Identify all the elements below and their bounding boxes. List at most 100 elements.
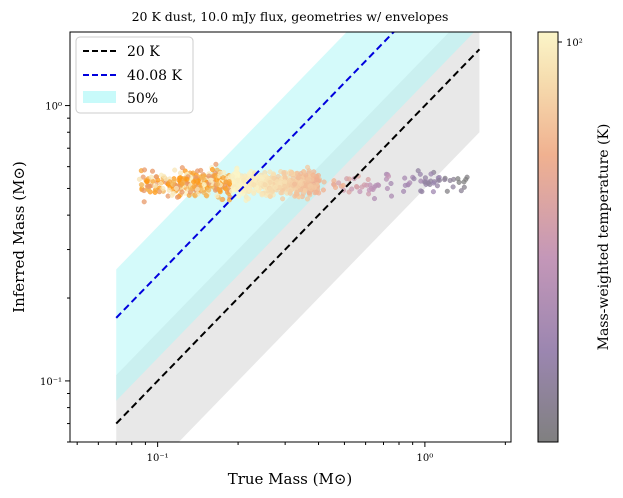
data-point bbox=[152, 183, 158, 189]
data-point bbox=[431, 180, 437, 186]
data-point bbox=[298, 187, 304, 193]
y-tick-label: 10⁻¹ bbox=[40, 377, 62, 388]
data-point bbox=[199, 175, 205, 181]
data-point bbox=[289, 169, 295, 175]
data-point bbox=[169, 192, 175, 198]
data-point bbox=[157, 180, 163, 186]
data-point bbox=[219, 197, 225, 203]
data-point bbox=[144, 179, 150, 185]
data-point bbox=[442, 177, 448, 183]
data-point bbox=[160, 185, 166, 191]
x-axis-label: True Mass (M⊙) bbox=[228, 470, 353, 488]
data-point bbox=[336, 180, 342, 186]
data-point bbox=[354, 184, 360, 190]
data-point bbox=[267, 179, 273, 185]
data-point bbox=[458, 188, 464, 194]
data-point bbox=[386, 173, 392, 179]
data-point bbox=[250, 188, 256, 194]
data-point bbox=[331, 178, 337, 184]
data-point bbox=[259, 192, 265, 198]
data-point bbox=[428, 171, 434, 177]
data-point bbox=[292, 181, 298, 187]
data-point bbox=[204, 193, 210, 199]
data-point bbox=[258, 180, 264, 186]
data-point bbox=[179, 189, 185, 195]
x-tick-label: 10⁰ bbox=[417, 453, 434, 464]
data-point bbox=[220, 175, 226, 181]
data-point bbox=[267, 169, 273, 175]
data-point bbox=[305, 176, 311, 182]
data-point bbox=[411, 176, 417, 182]
data-point bbox=[173, 185, 179, 191]
data-point bbox=[229, 188, 235, 194]
data-point bbox=[434, 183, 440, 189]
colorbar: 10² Mass-weighted temperature (K) bbox=[537, 31, 612, 443]
data-point bbox=[138, 182, 144, 188]
data-point bbox=[417, 171, 423, 177]
data-point bbox=[333, 184, 339, 190]
data-point bbox=[418, 178, 424, 184]
data-point bbox=[281, 171, 287, 177]
data-point bbox=[461, 179, 467, 185]
data-point bbox=[242, 173, 248, 179]
data-point bbox=[170, 181, 176, 187]
data-point bbox=[389, 193, 395, 199]
data-point bbox=[268, 186, 274, 192]
data-point bbox=[290, 175, 296, 181]
data-point bbox=[172, 167, 178, 173]
data-point bbox=[148, 174, 154, 180]
data-point bbox=[282, 179, 288, 185]
data-point bbox=[251, 182, 257, 188]
data-point bbox=[407, 180, 413, 186]
colorbar-gradient bbox=[537, 31, 559, 443]
data-point bbox=[179, 165, 185, 171]
data-point bbox=[272, 184, 278, 190]
data-point bbox=[245, 196, 251, 202]
data-point bbox=[271, 175, 277, 181]
data-point bbox=[226, 179, 232, 185]
y-axis-label: Inferred Mass (M⊙) bbox=[10, 161, 28, 313]
data-point bbox=[402, 182, 408, 188]
data-point bbox=[259, 176, 265, 182]
data-point bbox=[311, 169, 317, 175]
data-point bbox=[277, 184, 283, 190]
data-point bbox=[262, 182, 268, 188]
data-point bbox=[177, 175, 183, 181]
data-point bbox=[422, 175, 428, 181]
data-point bbox=[192, 193, 198, 199]
legend-label-20k: 20 K bbox=[127, 44, 160, 60]
data-point bbox=[194, 168, 200, 174]
data-point bbox=[235, 186, 241, 192]
data-point bbox=[194, 186, 200, 192]
data-point bbox=[191, 179, 197, 185]
data-point bbox=[314, 189, 320, 195]
data-point bbox=[246, 171, 252, 177]
data-point bbox=[149, 168, 155, 174]
data-point bbox=[166, 187, 172, 193]
colorbar-tick-label: 10² bbox=[566, 38, 583, 49]
data-point bbox=[311, 184, 317, 190]
chart-title: 20 K dust, 10.0 mJy flux, geometries w/ … bbox=[132, 9, 449, 24]
line-20-k bbox=[115, 48, 481, 425]
data-point bbox=[314, 177, 320, 183]
data-point bbox=[206, 187, 212, 193]
data-point bbox=[372, 196, 378, 202]
data-point bbox=[349, 186, 355, 192]
data-point bbox=[294, 189, 300, 195]
data-point bbox=[298, 181, 304, 187]
data-point bbox=[402, 175, 408, 181]
data-point bbox=[461, 184, 467, 190]
data-point bbox=[444, 188, 450, 194]
data-point bbox=[423, 179, 429, 185]
data-point bbox=[447, 177, 453, 183]
data-point bbox=[184, 176, 190, 182]
y-tick-label: 10⁰ bbox=[45, 102, 62, 113]
data-point bbox=[364, 182, 370, 188]
data-point bbox=[306, 168, 312, 174]
data-point bbox=[177, 170, 183, 176]
data-point bbox=[145, 183, 151, 189]
data-point bbox=[161, 173, 167, 179]
data-point bbox=[340, 182, 346, 188]
data-point bbox=[236, 193, 242, 199]
data-point bbox=[201, 189, 207, 195]
